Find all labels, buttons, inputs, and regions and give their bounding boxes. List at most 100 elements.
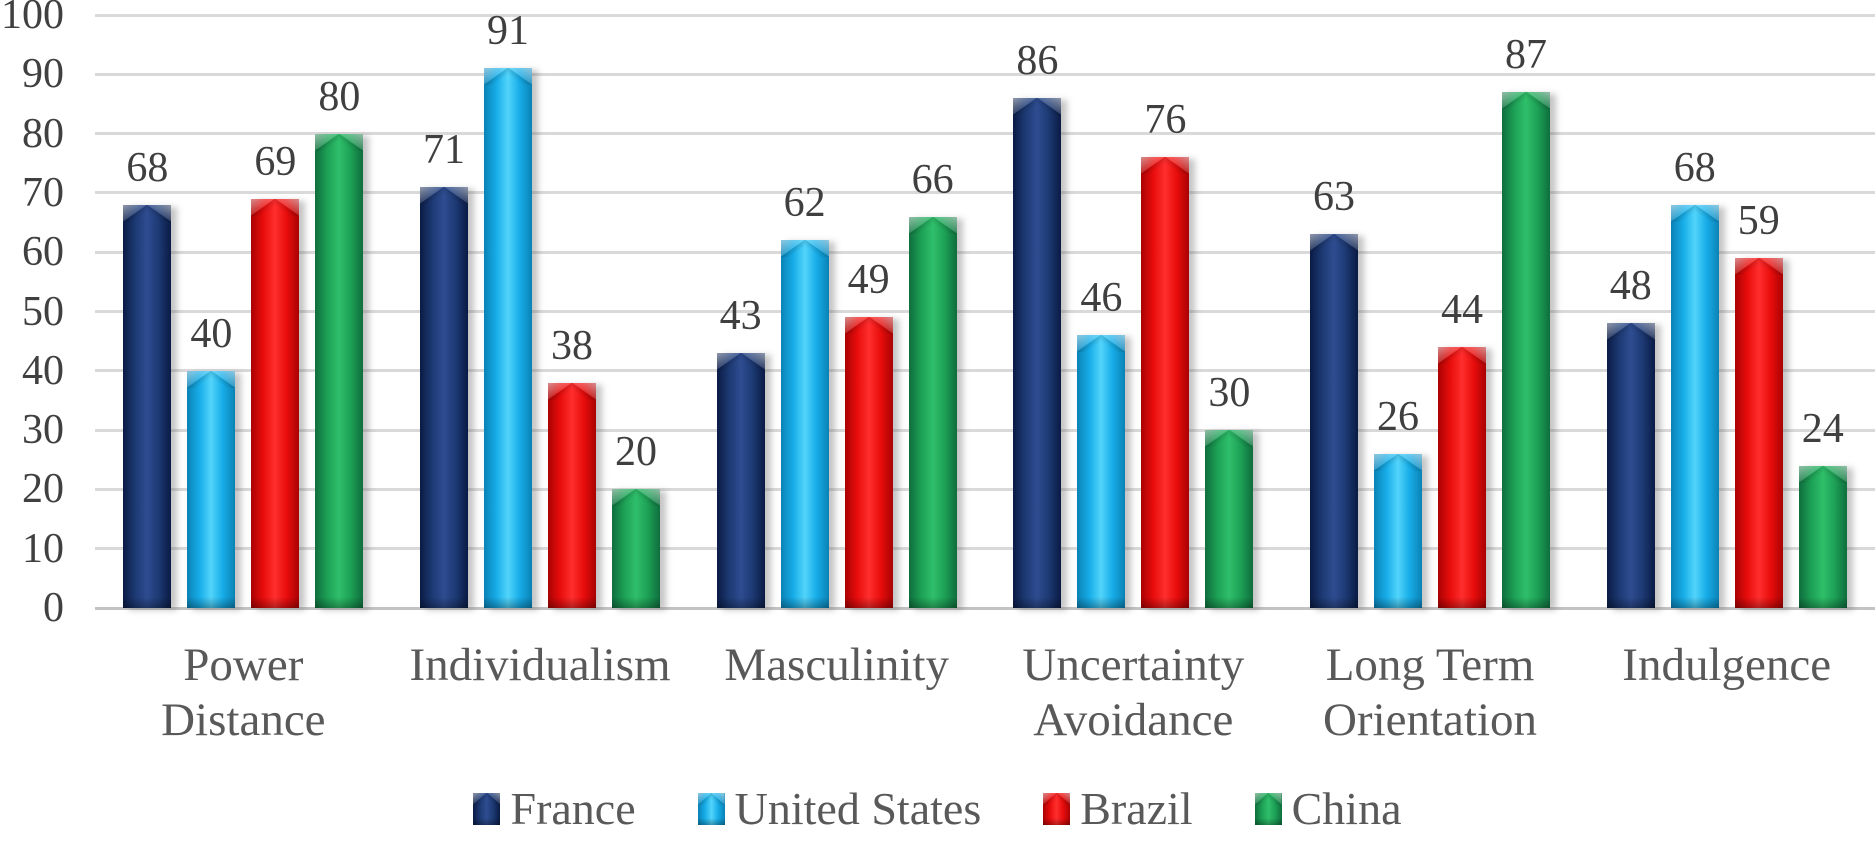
x-axis-labels: Power Distance Individualism Masculinity Un… xyxy=(95,638,1875,749)
category-group-masculinity: 43 62 49 66 xyxy=(688,15,985,609)
bar-united-states-masculinity: 62 xyxy=(780,182,829,608)
legend-item-brazil: Brazil xyxy=(1043,783,1193,834)
bar-value-label: 63 xyxy=(1313,174,1356,221)
legend-item-france: France xyxy=(473,783,636,834)
bar-united-states-long-term-orientation: 26 xyxy=(1374,396,1423,609)
bar-france-masculinity: 43 xyxy=(716,295,765,608)
bar-united-states-uncertainty-avoidance: 46 xyxy=(1077,277,1126,608)
bar-value-label: 49 xyxy=(847,257,890,304)
bar-value-label: 44 xyxy=(1441,287,1484,334)
bar-value-label: 43 xyxy=(719,293,762,340)
bar-china-individualism: 20 xyxy=(612,431,660,608)
y-tick-label-50: 50 xyxy=(22,288,64,335)
gridline-100 xyxy=(95,13,1875,17)
bar-france-long-term-orientation: 63 xyxy=(1310,176,1359,608)
legend-label: Brazil xyxy=(1080,783,1193,834)
legend-swatch-icon xyxy=(473,793,501,825)
bar-value-label: 62 xyxy=(783,180,826,227)
y-tick-label-80: 80 xyxy=(22,110,64,157)
x-axis-label-uncertainty-avoidance: Uncertainty Avoidance xyxy=(985,638,1282,749)
bar-france-power-distance: 68 xyxy=(123,147,172,609)
bar-value-label: 40 xyxy=(190,310,233,357)
bar-united-states-indulgence: 68 xyxy=(1670,147,1719,609)
gridline-80 xyxy=(95,132,1875,136)
bar-china-indulgence: 24 xyxy=(1798,408,1847,609)
bar-value-label: 30 xyxy=(1208,370,1251,417)
bar-value-label: 48 xyxy=(1609,263,1652,310)
y-tick-label-30: 30 xyxy=(22,407,64,454)
bar-brazil-power-distance: 69 xyxy=(251,141,300,609)
bar-france-indulgence: 48 xyxy=(1606,265,1655,608)
bar-value-label: 87 xyxy=(1505,32,1548,79)
bar-value-label: 68 xyxy=(1673,144,1716,191)
bar-china-power-distance: 80 xyxy=(315,76,364,609)
bar-value-label: 59 xyxy=(1737,198,1780,245)
bar-brazil-long-term-orientation: 44 xyxy=(1438,289,1487,608)
bar-china-masculinity: 66 xyxy=(908,159,957,609)
legend-item-united-states: United States xyxy=(697,783,982,834)
category-group-individualism: 71 91 38 20 xyxy=(392,10,689,609)
legend-item-china: China xyxy=(1254,783,1402,834)
legend: France United States Brazil China xyxy=(0,786,1875,832)
gridline-90 xyxy=(95,72,1875,76)
bar-value-label: 71 xyxy=(423,126,465,173)
bar-brazil-uncertainty-avoidance: 76 xyxy=(1141,99,1190,608)
gridline-60 xyxy=(95,250,1875,254)
bar-value-label: 38 xyxy=(551,322,593,369)
bar-brazil-indulgence: 59 xyxy=(1734,200,1783,608)
bar-value-label: 80 xyxy=(318,73,361,120)
bar-value-label: 20 xyxy=(615,429,657,476)
category-group-long-term-orientation: 63 26 44 87 xyxy=(1282,15,1579,609)
category-label: Indulgence xyxy=(1622,639,1832,691)
y-axis: 0 10 20 30 40 50 60 70 80 90 100 xyxy=(0,0,78,631)
bar-united-states-power-distance: 40 xyxy=(187,313,236,609)
y-tick-label-10: 10 xyxy=(22,525,64,572)
y-tick-label-70: 70 xyxy=(22,169,64,216)
legend-label: United States xyxy=(734,783,982,834)
gridline-0 xyxy=(95,606,1875,610)
x-axis-label-power-distance: Power Distance xyxy=(95,638,392,749)
bar-brazil-individualism: 38 xyxy=(548,325,596,609)
category-label: Masculinity xyxy=(724,639,949,691)
category-label: Uncertainty Avoidance xyxy=(1022,639,1245,747)
gridline-20 xyxy=(95,487,1875,491)
x-axis-label-individualism: Individualism xyxy=(392,638,689,749)
category-label: Power Distance xyxy=(161,639,326,747)
gridline-10 xyxy=(95,547,1875,551)
bar-france-uncertainty-avoidance: 86 xyxy=(1013,40,1062,608)
category-label: Long Term Orientation xyxy=(1322,639,1538,747)
legend-swatch-icon xyxy=(697,793,725,825)
legend-label: France xyxy=(510,783,636,834)
category-group-power-distance: 68 40 69 80 xyxy=(95,15,392,609)
bar-united-states-individualism: 91 xyxy=(484,10,532,608)
y-tick-label-20: 20 xyxy=(22,466,64,513)
bar-value-label: 68 xyxy=(126,144,169,191)
category-label: Individualism xyxy=(409,639,671,691)
bar-value-label: 26 xyxy=(1377,393,1420,440)
gridline-30 xyxy=(95,428,1875,432)
x-axis-label-masculinity: Masculinity xyxy=(688,638,985,749)
x-axis-label-indulgence: Indulgence xyxy=(1578,638,1875,749)
bar-china-uncertainty-avoidance: 30 xyxy=(1205,372,1254,608)
bar-value-label: 66 xyxy=(911,156,954,203)
bar-value-label: 76 xyxy=(1144,97,1187,144)
y-tick-label-60: 60 xyxy=(22,229,64,276)
legend-swatch-icon xyxy=(1043,793,1071,825)
category-group-uncertainty-avoidance: 86 46 76 30 xyxy=(985,15,1282,608)
gridline-50 xyxy=(95,310,1875,313)
bar-brazil-masculinity: 49 xyxy=(844,259,893,608)
plot-area: 68 40 69 80 71 91 38 20 43 62 49 66 86 46 76 30 63 26 44 87… xyxy=(95,10,1875,610)
x-axis-label-long-term-orientation: Long Term Orientation xyxy=(1282,638,1579,749)
category-group-indulgence: 48 68 59 24 xyxy=(1578,15,1875,609)
y-tick-label-0: 0 xyxy=(43,585,64,631)
bar-value-label: 46 xyxy=(1080,275,1123,322)
y-tick-label-40: 40 xyxy=(22,347,64,394)
gridline-70 xyxy=(95,191,1875,195)
legend-label: China xyxy=(1291,783,1402,834)
bar-value-label: 86 xyxy=(1016,38,1059,85)
bar-value-label: 91 xyxy=(487,8,529,55)
y-tick-label-90: 90 xyxy=(22,51,64,98)
bar-groups: 68 40 69 80 71 91 38 20 43 62 49 66 86 46 76 30 63 26 44 87… xyxy=(95,10,1875,609)
bar-value-label: 24 xyxy=(1801,405,1844,452)
